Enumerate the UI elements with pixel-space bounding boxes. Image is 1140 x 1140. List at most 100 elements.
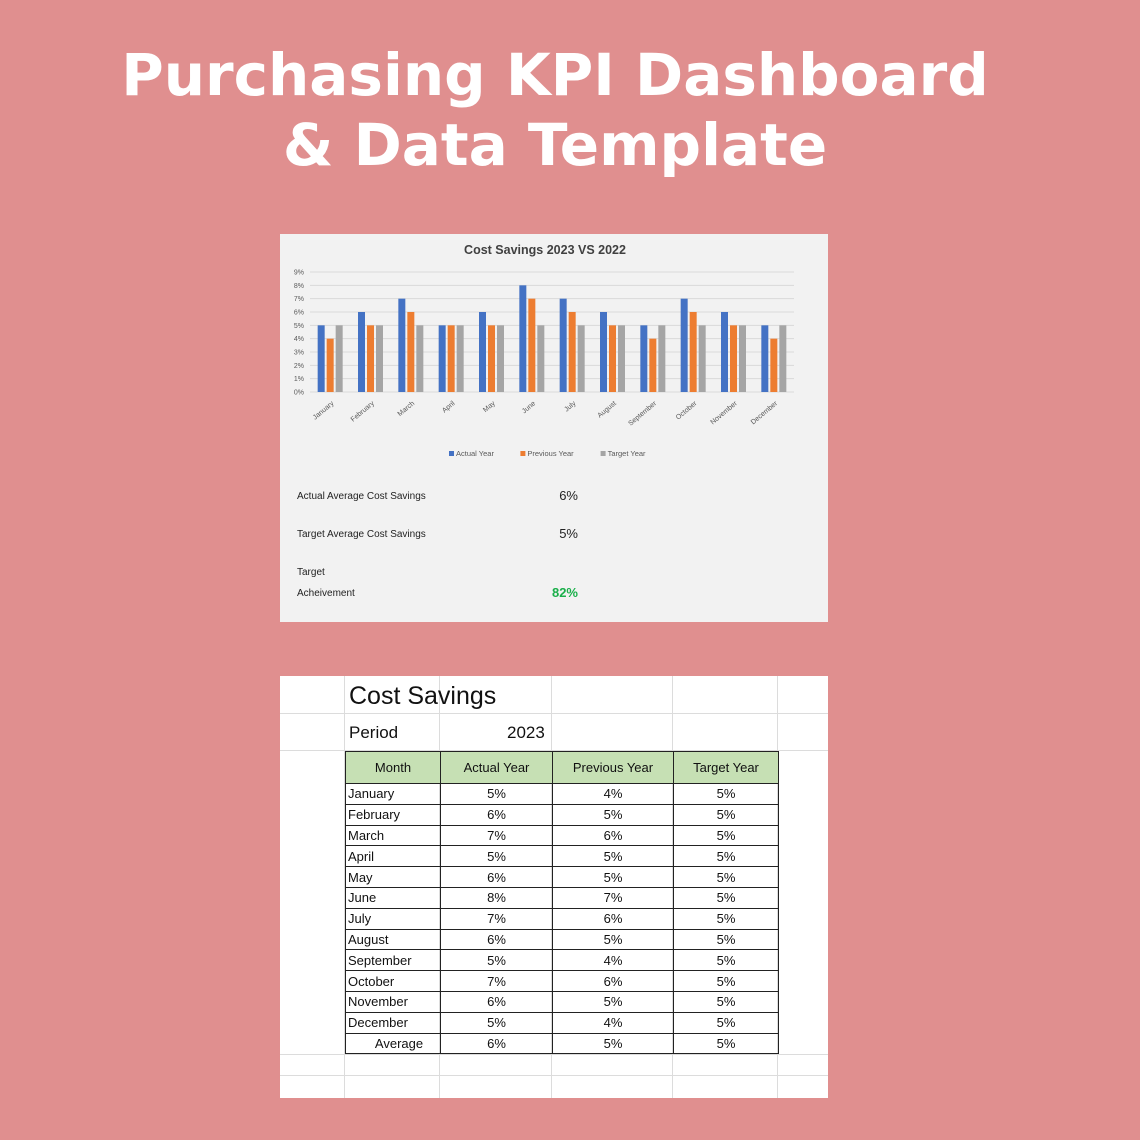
y-tick-label: 7% xyxy=(294,296,304,303)
cell-previous-year[interactable]: 5% xyxy=(552,866,674,888)
cell-actual-year[interactable]: 6% xyxy=(440,928,553,951)
cell-target-year[interactable]: 5% xyxy=(673,783,779,805)
table-body: January 5% 4% 5% February 6% 5% 5% March 7% 6% 5% Ap… xyxy=(345,783,779,1055)
cell-target-year[interactable]: 5% xyxy=(673,824,779,847)
bar-actual-year xyxy=(761,325,769,392)
cell-month[interactable]: January xyxy=(345,783,441,805)
cell-actual-year[interactable]: 5% xyxy=(440,783,553,805)
cell-actual-year[interactable]: 8% xyxy=(440,886,553,909)
bar-target-year xyxy=(497,325,504,392)
cell-previous-year[interactable]: 5% xyxy=(552,845,674,868)
bar-target-year xyxy=(618,325,625,392)
x-tick-label: January xyxy=(312,400,336,422)
y-tick-label: 1% xyxy=(294,376,304,383)
cell-month[interactable]: February xyxy=(345,803,441,826)
cell-month[interactable]: August xyxy=(345,928,441,951)
cell-previous-year[interactable]: 6% xyxy=(552,907,674,930)
table-row: July 7% 6% 5% xyxy=(345,907,779,930)
average-target-year[interactable]: 5% xyxy=(673,1032,779,1055)
cell-previous-year[interactable]: 4% xyxy=(552,1011,674,1034)
bar-target-year xyxy=(456,325,464,392)
cell-actual-year[interactable]: 6% xyxy=(440,803,553,826)
cell-target-year[interactable]: 5% xyxy=(673,907,779,930)
cell-target-year[interactable]: 5% xyxy=(673,866,779,888)
cell-actual-year[interactable]: 7% xyxy=(440,970,553,992)
cell-previous-year[interactable]: 5% xyxy=(552,803,674,826)
table-row: August 6% 5% 5% xyxy=(345,928,779,951)
cell-month[interactable]: March xyxy=(345,824,441,847)
cell-previous-year[interactable]: 4% xyxy=(552,783,674,805)
cell-target-year[interactable]: 5% xyxy=(673,845,779,868)
cell-target-year[interactable]: 5% xyxy=(673,990,779,1013)
x-tick-label: August xyxy=(597,400,618,419)
table-row: May 6% 5% 5% xyxy=(345,866,779,888)
legend-swatch xyxy=(449,451,454,456)
cell-previous-year[interactable]: 6% xyxy=(552,970,674,992)
cell-actual-year[interactable]: 7% xyxy=(440,824,553,847)
page-title-line-1: Purchasing KPI Dashboard xyxy=(121,41,989,109)
cell-month[interactable]: May xyxy=(345,866,441,888)
period-value[interactable]: 2023 xyxy=(507,723,545,742)
cell-actual-year[interactable]: 7% xyxy=(440,907,553,930)
cell-previous-year[interactable]: 7% xyxy=(552,886,674,909)
table-row: January 5% 4% 5% xyxy=(345,783,779,805)
bar-actual-year xyxy=(317,325,325,392)
cell-actual-year[interactable]: 5% xyxy=(440,949,553,972)
average-row: Average 6% 5% 5% xyxy=(345,1032,779,1055)
bar-target-year xyxy=(698,325,706,392)
cell-actual-year[interactable]: 5% xyxy=(440,845,553,868)
cell-previous-year[interactable]: 6% xyxy=(552,824,674,847)
cell-actual-year[interactable]: 5% xyxy=(440,1011,553,1034)
average-actual-year[interactable]: 6% xyxy=(440,1032,553,1055)
cell-target-year[interactable]: 5% xyxy=(673,949,779,972)
cell-month[interactable]: September xyxy=(345,949,441,972)
cell-actual-year[interactable]: 6% xyxy=(440,990,553,1013)
table-row: December 5% 4% 5% xyxy=(345,1011,779,1034)
cell-previous-year[interactable]: 5% xyxy=(552,990,674,1013)
header-previous-year[interactable]: Previous Year xyxy=(552,751,674,784)
cell-target-year[interactable]: 5% xyxy=(673,970,779,992)
cell-target-year[interactable]: 5% xyxy=(673,803,779,826)
bar-actual-year xyxy=(519,285,527,392)
page-title: Purchasing KPI Dashboard & Data Template xyxy=(0,40,1110,180)
dashboard-panel: Cost Savings 2023 VS 2022 0% 1% 2% 3% 4% 5% 6% 7… xyxy=(280,234,828,622)
x-tick-label: March xyxy=(397,400,416,418)
cell-previous-year[interactable]: 5% xyxy=(552,928,674,951)
period-label[interactable]: Period xyxy=(349,723,399,742)
x-tick-label: September xyxy=(627,400,658,428)
bar-previous-year xyxy=(447,325,455,392)
header-target-year[interactable]: Target Year xyxy=(673,751,779,784)
bar-previous-year xyxy=(326,338,334,392)
bar-previous-year xyxy=(568,312,576,392)
table-row: September 5% 4% 5% xyxy=(345,949,779,972)
cell-month[interactable]: July xyxy=(345,907,441,930)
y-tick-label: 6% xyxy=(294,310,304,317)
bar-actual-year xyxy=(721,312,728,392)
page-title-line-2: & Data Template xyxy=(282,111,828,179)
y-tick-label: 2% xyxy=(294,363,304,370)
bar-target-year xyxy=(416,325,424,392)
bar-previous-year xyxy=(407,312,415,392)
cell-previous-year[interactable]: 4% xyxy=(552,949,674,972)
cell-month[interactable]: October xyxy=(345,970,441,992)
target-average-label: Target Average Cost Savings xyxy=(297,529,426,540)
cell-target-year[interactable]: 5% xyxy=(673,928,779,951)
bar-target-year xyxy=(537,325,545,392)
average-previous-year[interactable]: 5% xyxy=(552,1032,674,1055)
cell-month[interactable]: June xyxy=(345,886,441,909)
bar-target-year xyxy=(739,325,746,392)
cell-month[interactable]: November xyxy=(345,990,441,1013)
cell-month[interactable]: December xyxy=(345,1011,441,1034)
average-label[interactable]: Average xyxy=(345,1032,441,1055)
cell-target-year[interactable]: 5% xyxy=(673,1011,779,1034)
y-tick-label: 3% xyxy=(294,350,304,357)
header-month[interactable]: Month xyxy=(345,751,441,784)
cell-month[interactable]: April xyxy=(345,845,441,868)
table-row: November 6% 5% 5% xyxy=(345,990,779,1013)
x-tick-label: May xyxy=(482,400,497,414)
bar-target-year xyxy=(779,325,787,392)
cell-actual-year[interactable]: 6% xyxy=(440,866,553,888)
header-actual-year[interactable]: Actual Year xyxy=(440,751,553,784)
chart-title: Cost Savings 2023 VS 2022 xyxy=(464,243,626,257)
cell-target-year[interactable]: 5% xyxy=(673,886,779,909)
